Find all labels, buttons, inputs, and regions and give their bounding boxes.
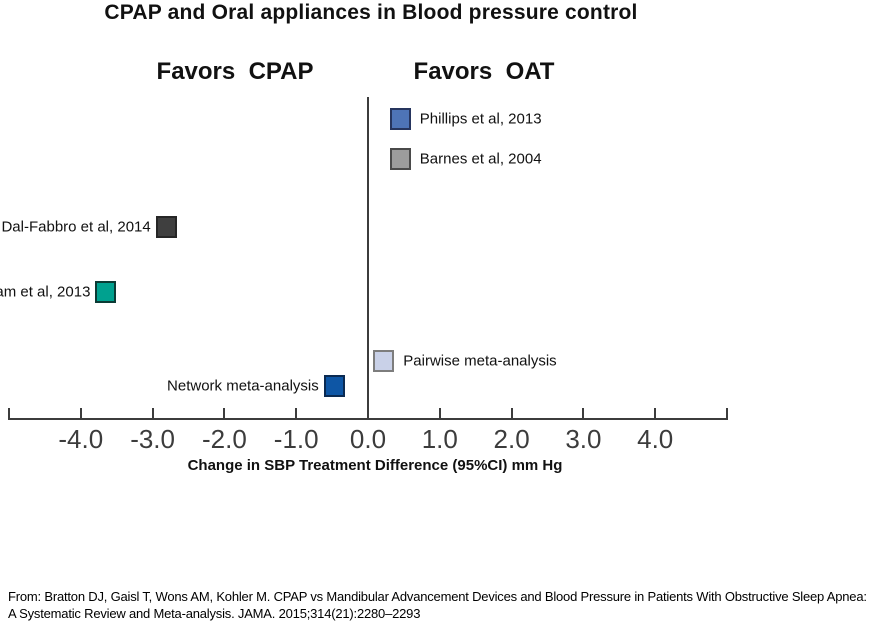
x-tick — [151, 408, 154, 420]
source-line-2: A Systematic Review and Meta-analysis. J… — [8, 606, 421, 621]
x-tick — [367, 408, 369, 420]
data-point-square — [373, 350, 395, 372]
x-tick-label: 3.0 — [565, 424, 602, 454]
x-tick-label: 2.0 — [493, 424, 530, 454]
x-tick — [654, 408, 657, 420]
data-point-label: Lam et al, 2013 — [0, 283, 91, 301]
x-tick-label: 1.0 — [421, 424, 458, 454]
data-point-square — [389, 108, 411, 130]
x-tick — [438, 408, 441, 420]
data-point-label: Pairwise meta-analysis — [403, 352, 557, 370]
chart-title: CPAP and Oral appliances in Blood pressu… — [104, 1, 638, 24]
x-tick — [295, 408, 298, 420]
data-point-square — [155, 216, 177, 238]
x-tick-label: 4.0 — [637, 424, 674, 454]
x-tick — [79, 408, 82, 420]
source-line-1: From: Bratton DJ, Gaisl T, Wons AM, Kohl… — [8, 589, 867, 604]
favors-cpap-label: Favors CPAP — [156, 58, 314, 85]
x-tick-label: -3.0 — [130, 424, 175, 454]
x-tick-label: -4.0 — [58, 424, 104, 454]
x-tick-label: -1.0 — [273, 424, 319, 454]
x-tick-label: 0.0 — [349, 424, 387, 454]
data-point-label: Barnes et al, 2004 — [419, 150, 542, 168]
x-axis-label: Change in SBP Treatment Difference (95%C… — [187, 457, 563, 474]
data-point-square — [389, 148, 411, 170]
x-tick — [726, 408, 728, 420]
data-point-square — [95, 281, 117, 303]
data-point-label: Phillips et al, 2013 — [419, 110, 542, 128]
x-tick — [582, 408, 585, 420]
x-tick — [8, 408, 10, 420]
x-tick — [223, 408, 226, 420]
data-point-label: Network meta-analysis — [167, 377, 319, 395]
favors-oat-label: Favors OAT — [413, 58, 555, 85]
data-point-label: Dal-Fabbro et al, 2014 — [1, 218, 151, 236]
zero-reference-line — [367, 97, 369, 420]
x-tick — [510, 408, 513, 420]
data-point-square — [323, 375, 345, 397]
source-citation: From: Bratton DJ, Gaisl T, Wons AM, Kohl… — [8, 588, 894, 622]
x-tick-label: -2.0 — [201, 424, 247, 454]
